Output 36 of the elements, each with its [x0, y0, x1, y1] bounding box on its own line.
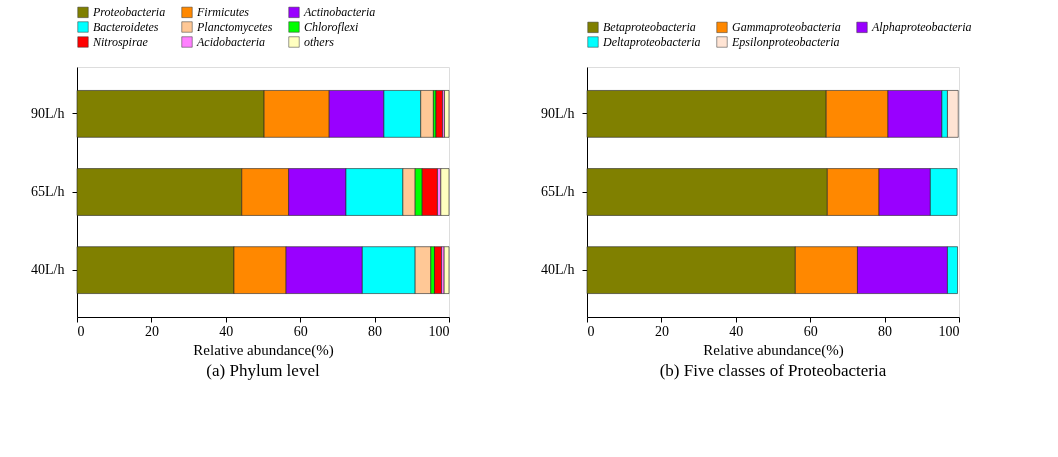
x-tick-label: 60 [293, 323, 308, 339]
x-tick-label: 0 [77, 323, 85, 339]
y-tick-label: 90L/h [541, 105, 575, 121]
y-tick-label: 90L/h [31, 105, 65, 121]
text: (a) Phylum level [206, 361, 320, 380]
x-tick-label: 20 [654, 323, 669, 339]
legend-label: Deltaproteobacteria [602, 35, 701, 49]
legend-label: Actinobacteria [303, 5, 376, 20]
x-tick-label: 40 [729, 323, 744, 339]
x-axis-title: Relative abundance(%) [703, 341, 844, 359]
legend-label: Alphaproteobacteria [871, 20, 972, 35]
x-tick-label: 60 [803, 323, 818, 339]
y-tick-label: 65L/h [31, 184, 65, 199]
legend-label: Proteobacteria [92, 5, 166, 20]
x-tick-label: 80 [368, 323, 383, 339]
legend-label: Epsilonproteobacteria [731, 35, 840, 49]
x-tick-label: 80 [878, 323, 893, 339]
y-tick-label: 65L/h [541, 184, 575, 199]
x-axis-title: Relative abundance(%) [193, 341, 334, 359]
legend-label: Chloroflexi [304, 20, 359, 34]
y-tick-label: 40L/h [541, 262, 575, 278]
text: (b) Five classes of Proteobacteria [659, 361, 887, 380]
x-tick-label: 100 [428, 323, 450, 339]
legend-label: Acidobacteria [196, 35, 265, 49]
legend-label: Firmicutes [196, 5, 250, 20]
x-tick-label: 0 [587, 323, 595, 339]
legend-label: Bacteroidetes [93, 20, 159, 34]
legend-label: others [304, 35, 335, 49]
y-tick-label: 40L/h [31, 262, 65, 278]
legend-label: Gammaproteobacteria [732, 20, 841, 35]
legend-label: Betaproteobacteria [603, 20, 696, 35]
x-tick-label: 40 [219, 323, 234, 339]
legend-label: Planctomycetes [196, 20, 273, 34]
legend-label: Nitrospirae [92, 35, 149, 49]
x-tick-label: 100 [938, 323, 960, 339]
x-tick-label: 20 [144, 323, 159, 339]
